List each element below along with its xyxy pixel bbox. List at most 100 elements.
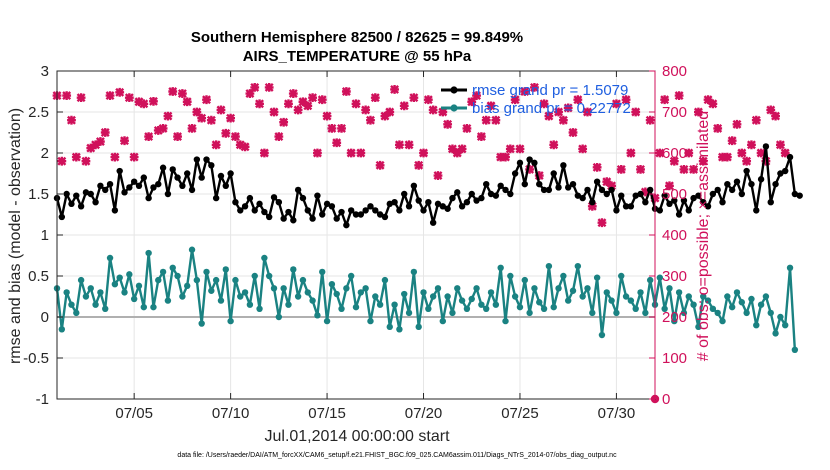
rmse-point	[386, 200, 393, 208]
obs-point	[264, 82, 274, 92]
bias-point	[420, 289, 427, 296]
legend-bias-marker	[450, 104, 458, 112]
bias-point	[217, 297, 225, 304]
rmse-point	[473, 197, 480, 204]
bias-point	[362, 285, 369, 292]
rmse-point	[589, 199, 596, 206]
y-right-tick-label: 300	[662, 268, 687, 285]
y-right-tick-label: 800	[662, 63, 687, 80]
obs-point	[640, 187, 650, 197]
rmse-point	[275, 199, 283, 206]
rmse-point	[140, 174, 148, 181]
obs-point	[534, 171, 544, 180]
y-left-tick-label: 3	[41, 63, 49, 80]
rmse-point	[319, 211, 326, 218]
obs-point	[433, 171, 443, 180]
rmse-point	[536, 180, 543, 188]
obs-point	[327, 123, 337, 133]
rmse-point	[164, 190, 172, 198]
obs-point	[462, 123, 472, 133]
rmse-point	[593, 178, 601, 185]
rmse-point	[130, 178, 138, 185]
obs-point	[443, 119, 453, 129]
rmse-point	[796, 192, 803, 199]
obs-point	[544, 111, 554, 121]
legend: rmse grand pr = 1.5079 bias grand pr = 0…	[441, 82, 631, 117]
obs-point	[558, 115, 568, 125]
obs-point	[235, 140, 245, 150]
bias-point	[270, 285, 278, 292]
bias-point	[608, 297, 615, 304]
obs-point	[660, 95, 670, 105]
obs-point	[510, 95, 520, 105]
y-right-tick-label: 400	[662, 227, 687, 244]
bias-point	[280, 285, 287, 292]
obs-point	[616, 164, 626, 174]
y-left-tick-label: 0	[41, 309, 49, 326]
obs-point	[308, 93, 318, 103]
rmse-point	[675, 211, 683, 218]
obs-point	[375, 160, 385, 170]
rmse-point	[92, 199, 99, 206]
obs-point	[110, 152, 120, 162]
rmse-point	[73, 192, 80, 199]
bias-point	[526, 309, 533, 317]
bias-point	[574, 262, 582, 270]
bias-point	[439, 317, 447, 325]
rmse-point	[468, 190, 475, 198]
obs-point	[481, 115, 491, 125]
bias-point	[155, 276, 162, 284]
obs-point	[341, 87, 351, 96]
bias-point	[401, 290, 408, 298]
bias-point	[265, 272, 273, 280]
bias-point	[116, 274, 123, 281]
rmse-point	[106, 180, 114, 188]
bias-point	[487, 289, 495, 296]
rmse-point	[728, 186, 736, 194]
rmse-point	[251, 207, 258, 214]
obs-point	[737, 148, 747, 158]
bias-point	[492, 301, 500, 308]
obs-point	[583, 107, 592, 117]
y-left-tick-label: 1	[41, 227, 49, 244]
obs-point	[761, 156, 771, 166]
obs-point	[771, 111, 781, 121]
rmse-point	[733, 178, 741, 185]
obs-point	[76, 93, 86, 103]
x-tick-label: 07/25	[501, 405, 539, 422]
rmse-point	[425, 199, 432, 206]
bias-point	[748, 295, 755, 303]
bias-point	[323, 317, 331, 325]
y-right-tick-label: 600	[662, 145, 687, 162]
rmse-point	[420, 207, 427, 214]
bias-point	[290, 266, 297, 273]
rmse-point	[646, 186, 654, 194]
bias-point	[410, 268, 418, 276]
obs-point	[153, 126, 163, 135]
rmse-point	[564, 184, 572, 191]
rmse-point	[237, 207, 244, 214]
obs-point	[655, 148, 665, 158]
rmse-point	[193, 156, 201, 163]
rmse-point	[574, 192, 582, 199]
x-tick-label: 07/15	[308, 405, 346, 422]
obs-point	[573, 95, 583, 105]
rmse-point	[367, 203, 374, 210]
rmse-point	[179, 182, 186, 189]
y-axis-right-label: # of obs: o=possible; ×=assimilated	[695, 111, 712, 361]
bias-point	[145, 249, 152, 257]
bias-point	[425, 305, 432, 312]
rmse-point	[685, 207, 692, 214]
bias-point	[550, 303, 557, 311]
bias-point	[661, 305, 668, 312]
bias-point	[637, 289, 644, 296]
obs-point	[67, 115, 76, 125]
chart-subtitle: AIRS_TEMPERATURE @ 55 hPa	[243, 48, 472, 65]
bias-point	[193, 276, 201, 284]
obs-point	[626, 148, 636, 158]
obs-point	[636, 164, 645, 174]
bias-point	[376, 301, 384, 308]
rmse-point	[362, 207, 369, 214]
bias-point	[516, 303, 524, 311]
obs-point	[226, 113, 236, 123]
